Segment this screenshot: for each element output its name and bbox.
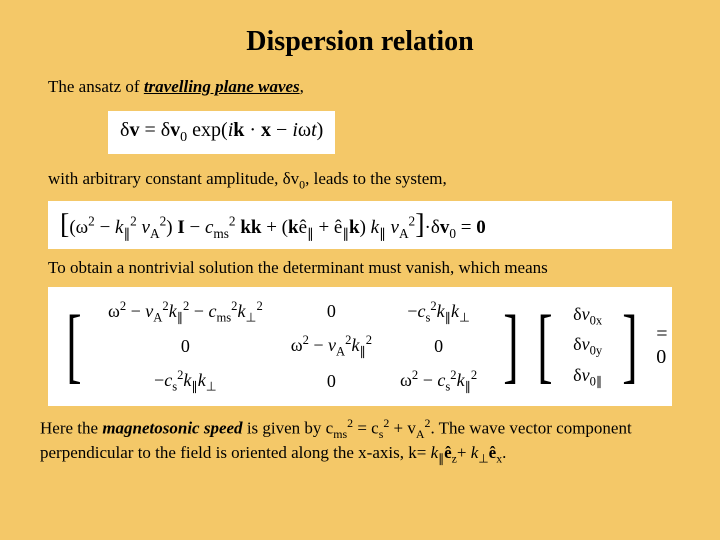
vec-left-bracket: [ (537, 304, 552, 388)
vec-right-bracket: ] (622, 304, 637, 388)
closing-line: Here the magnetosonic speed is given by … (40, 416, 680, 466)
text: The ansatz of (48, 77, 144, 96)
equation-ansatz: δv = δv0 exp(ik · x − iωt) (108, 111, 335, 154)
k-parallel: k (431, 443, 439, 462)
unit-ez: ê (444, 443, 452, 462)
text: + v (389, 419, 416, 438)
text: Here the (40, 419, 102, 438)
sub: ms (333, 427, 347, 441)
right-bracket: ] (503, 304, 518, 388)
equation-system: [(ω2 − k∥2 vA2) I − cms2 kk + (kê∥ + ê∥k… (48, 201, 672, 250)
intro-line-1: The ansatz of travelling plane waves, (48, 76, 672, 97)
text: , (300, 77, 304, 96)
equals-zero: = 0 (656, 323, 667, 369)
intro-line-3: To obtain a nontrivial solution the dete… (48, 257, 672, 278)
emph-travelling-plane-waves: travelling plane waves (144, 77, 300, 96)
intro-line-2: with arbitrary constant amplitude, δv0, … (48, 168, 672, 192)
text: , leads to the system, (305, 169, 447, 188)
text: = c (353, 419, 379, 438)
left-bracket: [ (66, 304, 81, 388)
slide: Dispersion relation The ansatz of travel… (0, 0, 720, 540)
text: is given by c (243, 419, 334, 438)
text: + (457, 443, 471, 462)
emph-magnetosonic-speed: magnetosonic speed (102, 419, 242, 438)
text: . (502, 443, 506, 462)
equation-matrix: [ ω2 − vA2k∥2 − cms2k⊥2 0 −cs2k∥k⊥ 0 ω2 … (48, 287, 672, 407)
slide-title: Dispersion relation (28, 26, 692, 58)
text: with arbitrary constant amplitude, δv (48, 169, 299, 188)
matrix-wrap: [ ω2 − vA2k∥2 − cms2k⊥2 0 −cs2k∥k⊥ 0 ω2 … (60, 295, 660, 399)
coefficient-matrix: ω2 − vA2k∥2 − cms2k⊥2 0 −cs2k∥k⊥ 0 ω2 − … (94, 295, 491, 399)
sub: ⊥ (478, 452, 488, 466)
dv-vector: δv0x δv0y δv0∥ (565, 300, 610, 394)
